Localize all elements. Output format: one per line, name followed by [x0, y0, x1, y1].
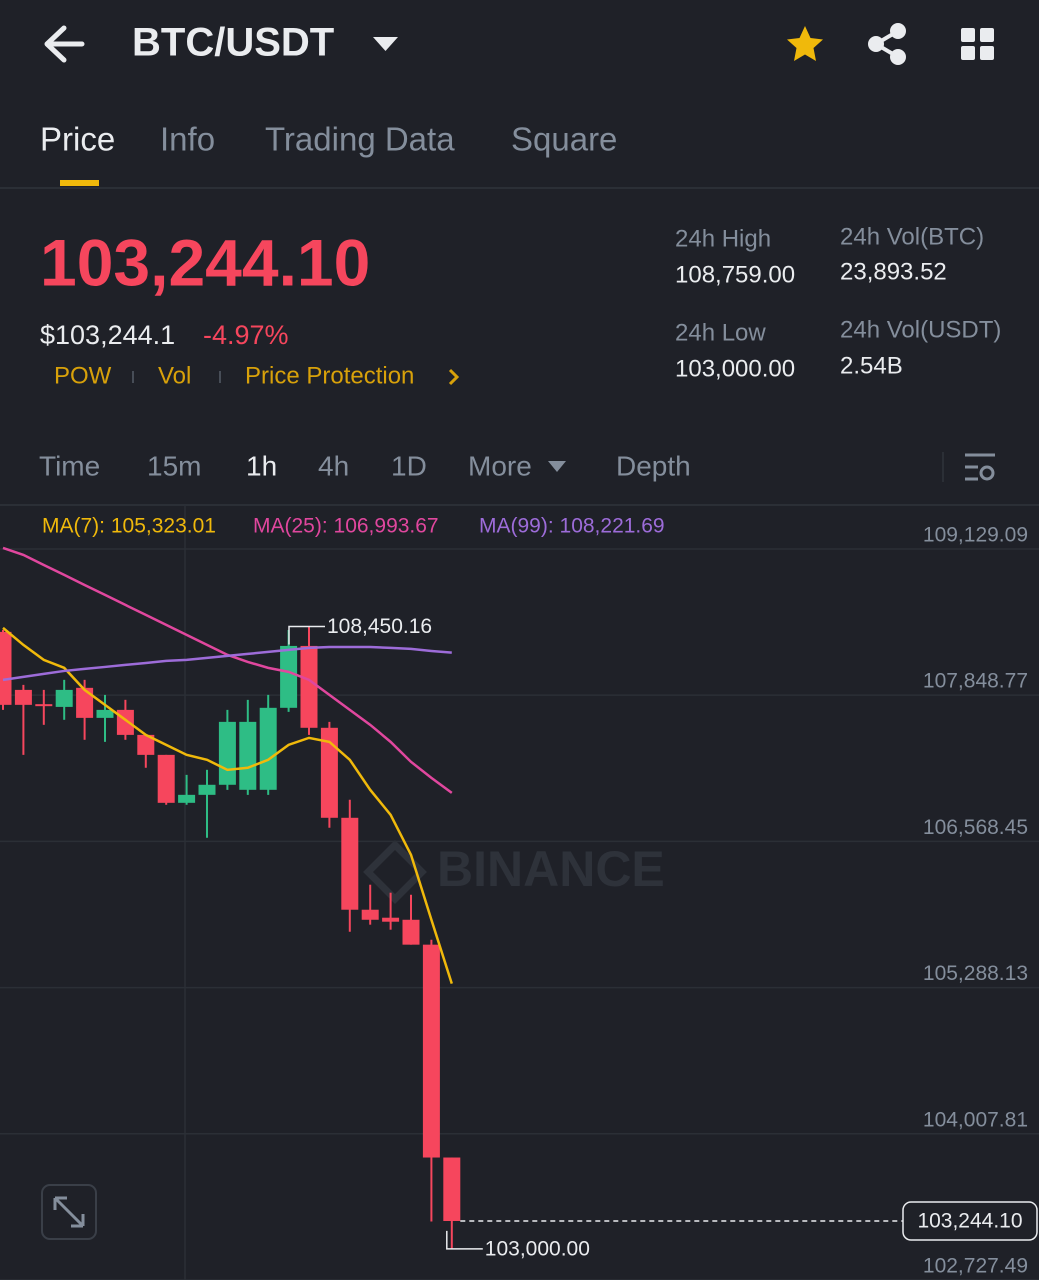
candle-body [341, 817, 359, 910]
current-price-label: 103,244.10 [917, 1210, 1022, 1233]
pair-title[interactable]: BTC/USDT [132, 21, 334, 65]
candle-body [116, 709, 134, 735]
interval[interactable]: 4h [318, 450, 349, 481]
interval[interactable]: Time [39, 450, 100, 481]
candle-body [198, 784, 216, 795]
y-tick-label: 102,727.49 [923, 1255, 1028, 1278]
candle-body [96, 709, 114, 718]
stat-label: 24h Vol(USDT) [840, 316, 1001, 343]
candle-body [14, 689, 32, 705]
settings-lines [965, 453, 995, 481]
candle-body [218, 721, 236, 785]
candle-body [361, 909, 379, 920]
y-tick-label: 106,568.45 [923, 816, 1028, 839]
stat-label: 24h Low [675, 319, 766, 346]
stat-value: 103,000.00 [675, 355, 795, 382]
candle-body [137, 734, 155, 755]
candle-body [55, 689, 73, 707]
grid-cell [961, 46, 975, 60]
tab-indicator [60, 180, 99, 186]
watermark: BINANCE [437, 841, 665, 897]
annotation-label: 103,000.00 [485, 1237, 590, 1260]
expand-button[interactable] [41, 1184, 97, 1240]
tab[interactable]: Price [40, 121, 115, 158]
candle-body [178, 794, 196, 803]
tab[interactable]: Square [511, 121, 617, 158]
candle-body [239, 721, 257, 790]
more-dropdown[interactable] [548, 461, 566, 472]
share-button[interactable] [868, 23, 906, 65]
tag-chevron [448, 368, 460, 386]
stat-label: 24h Vol(BTC) [840, 223, 984, 250]
tag[interactable]: Vol [158, 362, 191, 389]
y-tick-label: 104,007.81 [923, 1108, 1028, 1131]
grid-cell [980, 46, 994, 60]
candle-body [35, 704, 53, 707]
favorite-star[interactable] [787, 26, 823, 61]
y-tick-label: 107,848.77 [923, 670, 1028, 693]
interval[interactable]: 1D [391, 450, 427, 481]
candle-body [300, 645, 318, 728]
stat-value: 108,759.00 [675, 261, 795, 288]
legend-entry: MA(7): 105,323.01 [42, 515, 216, 538]
legend-entry: MA(25): 106,993.67 [253, 515, 439, 538]
interval[interactable]: 1h [246, 450, 277, 481]
candle-body [320, 727, 338, 818]
grid-cell [980, 28, 994, 42]
back-arrow [44, 25, 85, 63]
current-price-tag [902, 1201, 1038, 1241]
tag[interactable]: Price Protection [245, 362, 414, 389]
interval[interactable]: More [468, 450, 532, 481]
fiat-price: $103,244.1 [40, 320, 175, 350]
y-tick-label: 105,288.13 [923, 962, 1028, 985]
back-button[interactable] [44, 25, 85, 63]
candle-body [382, 917, 400, 922]
grid-menu[interactable] [961, 28, 994, 60]
candle-body [280, 645, 298, 708]
ma-line [2, 645, 452, 682]
annotation-line [446, 1230, 483, 1250]
interval[interactable]: 15m [147, 450, 201, 481]
interval[interactable]: Depth [616, 450, 691, 481]
chart-settings[interactable] [965, 453, 995, 481]
pair-dropdown[interactable] [373, 37, 398, 51]
stat-label: 24h High [675, 225, 771, 252]
ma-line [2, 626, 453, 984]
candle-body [422, 944, 440, 1158]
price-change: -4.97% [203, 320, 289, 350]
candle-body [402, 919, 420, 945]
expand-frame [41, 1184, 97, 1240]
legend-entry: MA(99): 108,221.69 [479, 515, 665, 538]
share-link [872, 29, 900, 59]
candle-body [0, 631, 12, 705]
stat-value: 23,893.52 [840, 258, 947, 285]
stat-value: 2.54B [840, 352, 903, 379]
settings-gear [979, 465, 995, 481]
tag[interactable]: POW [54, 362, 112, 389]
candle-body [259, 707, 277, 790]
annotation-line [288, 625, 325, 645]
y-tick-label: 109,129.09 [923, 524, 1028, 547]
expand-icon [53, 1196, 85, 1228]
candle-body [76, 687, 94, 718]
last-price: 103,244.10 [40, 225, 370, 299]
annotation-label: 108,450.16 [327, 615, 432, 638]
candle-body [443, 1157, 461, 1222]
tab[interactable]: Trading Data [265, 121, 455, 158]
candle-body [157, 754, 175, 803]
grid-cell [961, 28, 975, 42]
tab[interactable]: Info [160, 121, 215, 158]
